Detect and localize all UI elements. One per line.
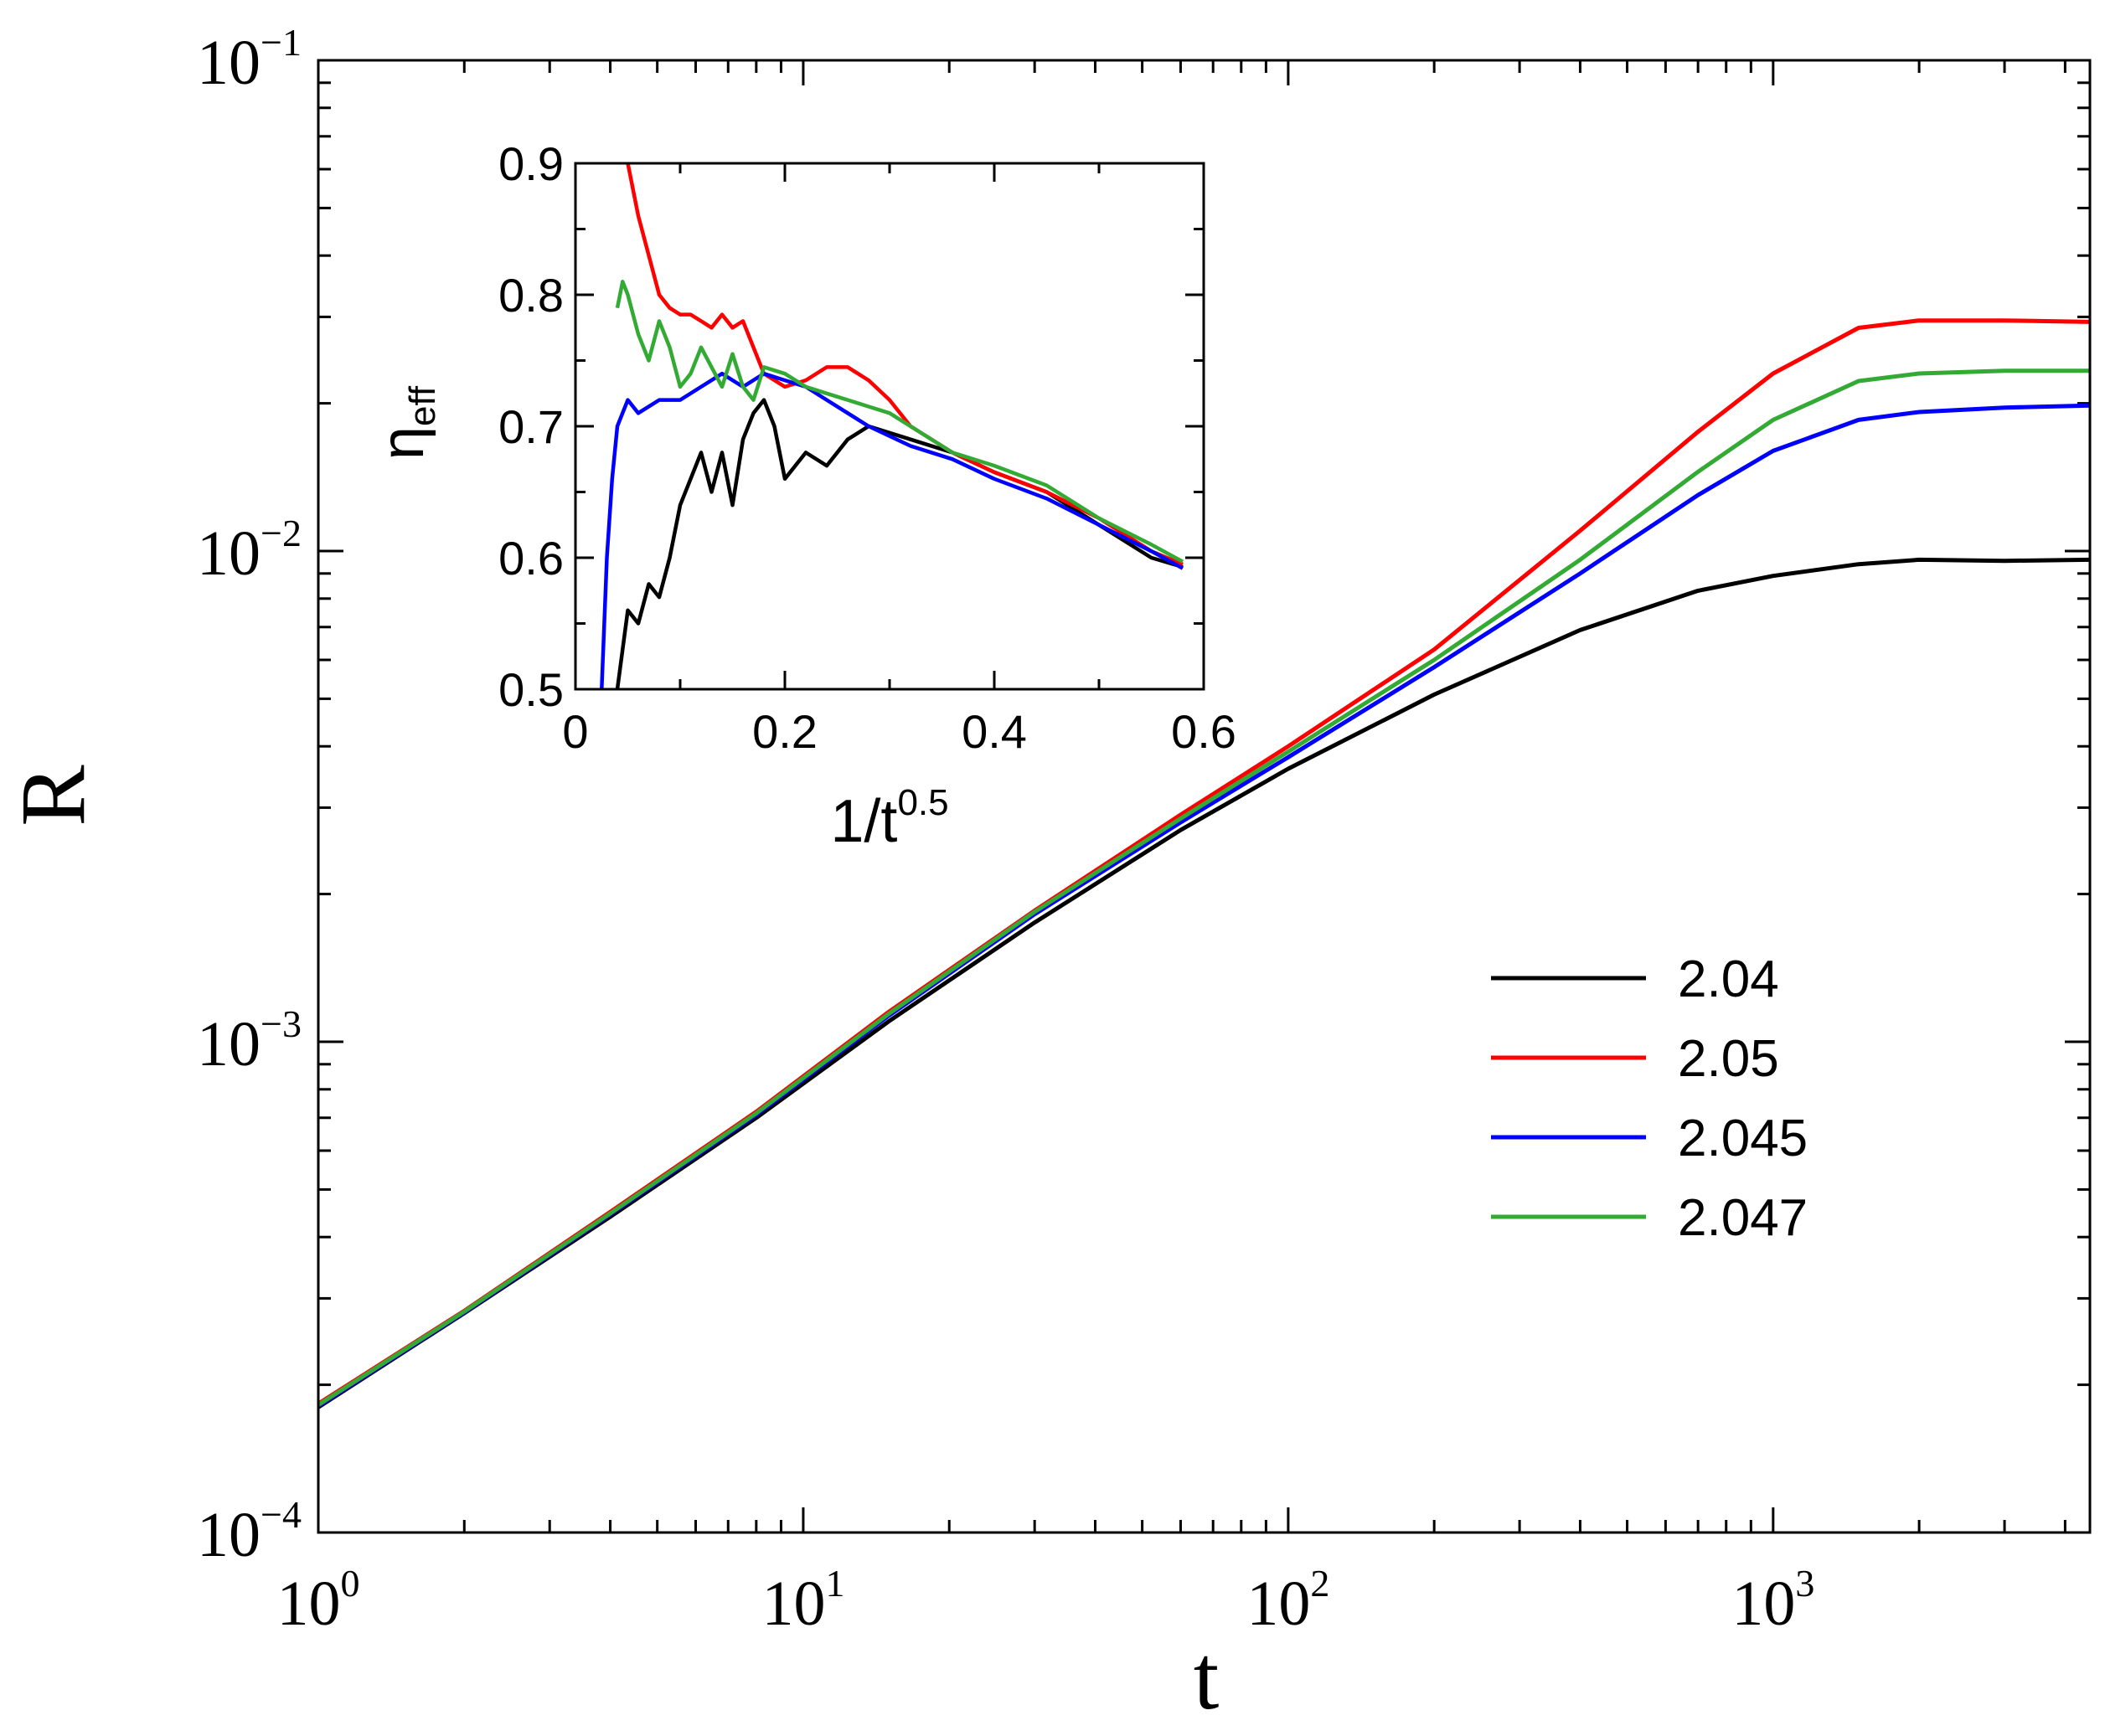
inset-y-tick-label: 0.9 bbox=[498, 137, 564, 190]
inset-x-tick-label: 0.4 bbox=[962, 705, 1027, 758]
x-tick-label: 102 bbox=[1246, 1562, 1329, 1639]
inset-frame bbox=[574, 162, 1205, 691]
inset-x-tick-label: 0.6 bbox=[1171, 705, 1236, 758]
legend-label: 2.04 bbox=[1678, 950, 1779, 1008]
inset-y-tick-label: 0.5 bbox=[498, 663, 564, 716]
x-axis-title: t bbox=[1194, 1626, 1220, 1728]
main-plot-frame bbox=[317, 59, 2092, 1534]
legend-label: 2.045 bbox=[1678, 1110, 1808, 1167]
legend: 2.04 2.05 2.045 2.047 bbox=[1491, 950, 1808, 1247]
inset-x-axis-title: 1/t0.5 bbox=[830, 782, 948, 855]
inset-y-axis-title: ηeff bbox=[369, 385, 443, 460]
inset-series-group bbox=[600, 163, 1184, 689]
inset-y-tick-label: 0.7 bbox=[498, 400, 564, 453]
legend-label: 2.047 bbox=[1678, 1189, 1808, 1247]
inset-x-tick-label: 0.2 bbox=[752, 705, 818, 758]
main-series-line-2.047 bbox=[317, 368, 2090, 1407]
inset-background bbox=[575, 163, 1204, 689]
inset-x-tick-label: 0 bbox=[562, 705, 588, 758]
main-series-line-2.04 bbox=[317, 557, 2091, 1409]
y-tick-label: 10−3 bbox=[197, 1002, 302, 1079]
x-tick-label: 103 bbox=[1731, 1562, 1814, 1639]
y-tick-label: 10−1 bbox=[197, 21, 302, 98]
inset-y-tick-label: 0.8 bbox=[498, 269, 564, 322]
x-tick-label: 100 bbox=[277, 1562, 360, 1639]
inset-series-line-2.047 bbox=[615, 280, 1184, 564]
inset-plot: 0 0.2 0.4 0.6 0.5 0.6 0.7 0.8 0.9 1/t0.5 ηeff bbox=[369, 137, 1236, 855]
legend-label: 2.05 bbox=[1678, 1030, 1779, 1088]
x-tick-label: 101 bbox=[761, 1562, 844, 1639]
main-plot: 100 101 102 103 10−4 10−3 10−2 10−1 t R bbox=[2, 21, 2092, 1728]
y-tick-label: 10−2 bbox=[197, 512, 302, 589]
inset-y-tick-label: 0.6 bbox=[498, 532, 564, 585]
y-axis-title: R bbox=[2, 765, 104, 827]
inset-series-line-2.045 bbox=[600, 371, 1184, 689]
y-tick-label: 10−4 bbox=[197, 1493, 302, 1570]
